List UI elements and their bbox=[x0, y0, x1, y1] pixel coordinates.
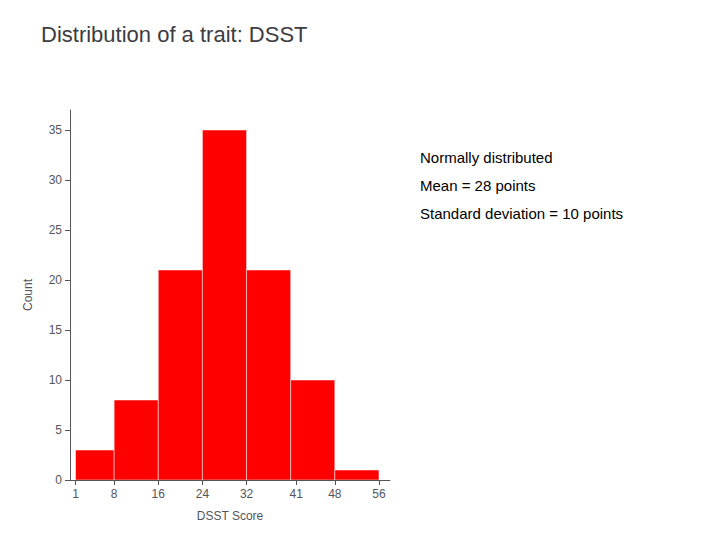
svg-text:5: 5 bbox=[55, 423, 62, 437]
svg-text:16: 16 bbox=[152, 487, 166, 501]
svg-text:Standard deviation = 10 points: Standard deviation = 10 points bbox=[420, 205, 623, 222]
svg-text:20: 20 bbox=[49, 273, 63, 287]
svg-text:0: 0 bbox=[55, 473, 62, 487]
svg-text:10: 10 bbox=[49, 373, 63, 387]
svg-text:35: 35 bbox=[49, 123, 63, 137]
svg-text:Distribution of a trait: DSST: Distribution of a trait: DSST bbox=[41, 22, 308, 47]
svg-text:DSST Score: DSST Score bbox=[197, 509, 264, 523]
svg-text:15: 15 bbox=[49, 323, 63, 337]
svg-text:25: 25 bbox=[49, 223, 63, 237]
svg-text:24: 24 bbox=[196, 487, 210, 501]
svg-text:56: 56 bbox=[372, 487, 386, 501]
svg-text:8: 8 bbox=[111, 487, 118, 501]
svg-text:Mean = 28 points: Mean = 28 points bbox=[420, 177, 536, 194]
svg-text:30: 30 bbox=[49, 173, 63, 187]
svg-text:32: 32 bbox=[240, 487, 254, 501]
svg-text:1: 1 bbox=[72, 487, 79, 501]
svg-text:41: 41 bbox=[290, 487, 304, 501]
svg-text:48: 48 bbox=[328, 487, 342, 501]
svg-text:Count: Count bbox=[21, 278, 35, 311]
svg-text:Normally distributed: Normally distributed bbox=[420, 149, 553, 166]
